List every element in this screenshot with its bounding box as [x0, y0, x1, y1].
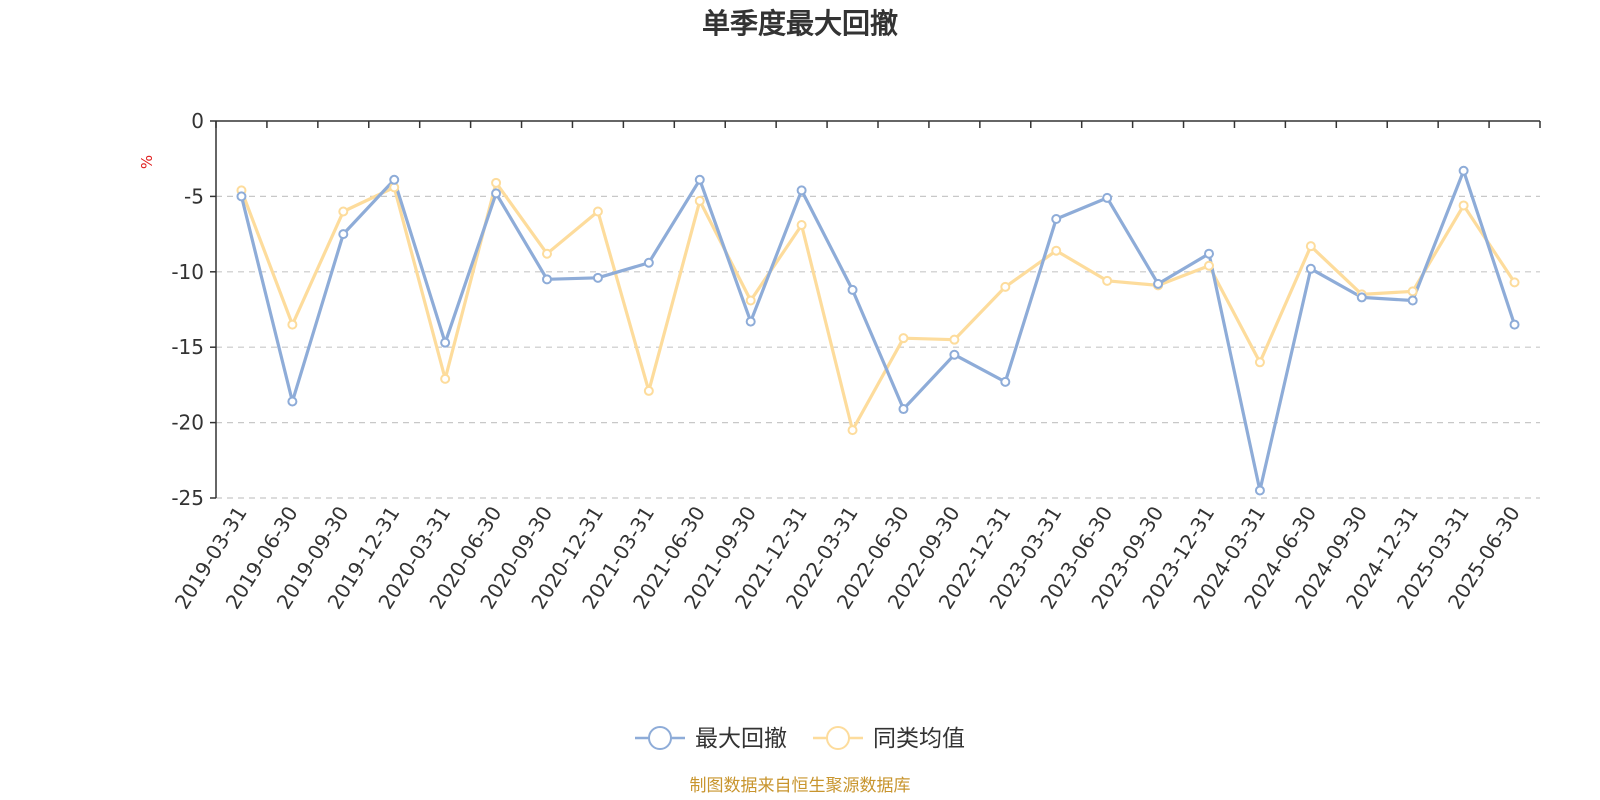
- y-tick-label: -25: [171, 486, 204, 510]
- data-point: [1458, 165, 1469, 176]
- data-point: [745, 316, 756, 327]
- y-tick-label: 0: [191, 109, 204, 133]
- data-point: [1000, 281, 1011, 292]
- data-point: [694, 195, 705, 206]
- legend-marker-icon: [648, 726, 672, 750]
- data-point: [1509, 319, 1520, 330]
- data-point: [287, 319, 298, 330]
- data-point: [694, 174, 705, 185]
- data-point: [491, 188, 502, 199]
- chart-title: 单季度最大回撤: [702, 7, 898, 40]
- legend-label: 最大回撤: [695, 726, 787, 752]
- data-point: [389, 174, 400, 185]
- data-point: [542, 248, 552, 259]
- data-point: [1051, 214, 1062, 225]
- data-point: [1153, 278, 1164, 289]
- y-tick-label: -10: [171, 260, 204, 284]
- data-point: [491, 177, 502, 188]
- data-point: [745, 295, 756, 306]
- data-point: [796, 220, 807, 231]
- data-point: [898, 333, 909, 344]
- data-point: [1102, 275, 1113, 286]
- legend-item[interactable]: 同类均值: [813, 726, 965, 752]
- data-point: [542, 274, 552, 285]
- data-point: [847, 284, 858, 295]
- data-point: [643, 257, 654, 268]
- axes: 0-5-10-15-20-252019-03-312019-06-302019-…: [170, 109, 1541, 613]
- data-point: [1407, 286, 1418, 297]
- data-point: [287, 396, 298, 407]
- y-axis-unit-label: %: [138, 155, 156, 169]
- legend[interactable]: 最大回撤 同类均值: [635, 726, 965, 752]
- data-point: [1000, 376, 1011, 387]
- data-point: [847, 425, 858, 436]
- legend-label: 同类均值: [873, 726, 965, 752]
- data-point: [440, 373, 451, 384]
- data-point: [1458, 200, 1469, 211]
- data-point: [1051, 245, 1062, 256]
- y-tick-label: -5: [184, 184, 204, 208]
- series-lines: [236, 165, 1520, 496]
- data-point: [643, 385, 654, 396]
- legend-marker-icon: [826, 726, 850, 750]
- data-point: [592, 206, 603, 217]
- y-tick-label: -15: [171, 335, 204, 359]
- legend-item[interactable]: 最大回撤: [635, 726, 787, 752]
- series-line: [239, 169, 1517, 493]
- data-point: [1509, 277, 1520, 288]
- data-point: [949, 334, 960, 345]
- data-point: [1254, 485, 1265, 496]
- data-point: [236, 191, 247, 202]
- data-point: [949, 349, 960, 360]
- data-point: [1407, 295, 1418, 306]
- data-source-note: 制图数据来自恒生聚源数据库: [690, 776, 911, 796]
- data-point: [1305, 241, 1316, 252]
- data-point: [1204, 248, 1214, 259]
- data-point: [1254, 357, 1265, 368]
- data-point: [1305, 263, 1316, 274]
- data-point: [338, 206, 349, 217]
- data-point: [592, 272, 603, 283]
- data-point: [1102, 192, 1113, 203]
- data-point: [1204, 260, 1214, 271]
- data-point: [898, 404, 909, 415]
- data-point: [440, 337, 451, 348]
- series-line: [240, 181, 1516, 432]
- data-point: [338, 229, 349, 240]
- data-point: [796, 185, 807, 196]
- data-point: [1356, 292, 1367, 303]
- y-tick-label: -20: [171, 411, 204, 435]
